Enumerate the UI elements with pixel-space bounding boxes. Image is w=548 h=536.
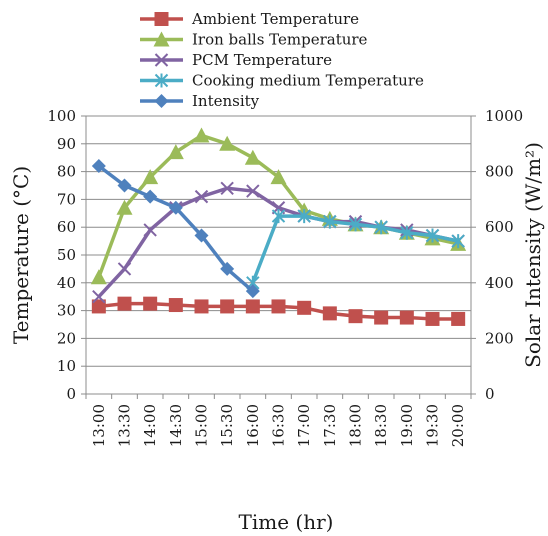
ambient-point xyxy=(322,306,337,321)
legend-label-intensity: Intensity xyxy=(192,92,260,110)
cooking-medium-point xyxy=(348,217,363,232)
left-tick-label: 40 xyxy=(57,274,76,292)
ambient-point xyxy=(399,310,414,325)
iron-balls-point xyxy=(116,199,133,215)
pcm-point xyxy=(117,262,132,276)
ambient-point xyxy=(220,299,235,314)
x-tick-label: 15:30 xyxy=(218,404,236,447)
y-axis-left-title: Temperature (°C) xyxy=(9,166,33,344)
x-tick-label: 14:30 xyxy=(167,404,185,447)
x-tick-label: 18:30 xyxy=(372,404,390,447)
legend-marker xyxy=(154,94,169,108)
left-tick-label: 20 xyxy=(57,329,76,347)
right-tick-label: 0 xyxy=(485,385,495,403)
ambient-point xyxy=(143,296,158,311)
iron-balls-point xyxy=(142,169,159,185)
right-tick-label: 800 xyxy=(485,163,514,181)
ambient-point xyxy=(245,299,260,314)
left-tick-label: 70 xyxy=(57,190,76,208)
ambient-point xyxy=(374,310,389,325)
intensity-point xyxy=(91,159,106,174)
left-tick-label: 10 xyxy=(57,357,76,375)
iron-balls-point xyxy=(167,144,184,160)
pcm-line xyxy=(97,186,459,298)
left-tick-label: 50 xyxy=(57,246,76,264)
legend-label-cooking-medium: Cooking medium Temperature xyxy=(192,72,424,90)
intensity-point xyxy=(245,284,260,299)
legend-marker xyxy=(154,73,169,88)
right-tick-label: 1000 xyxy=(485,107,523,125)
intensity-point xyxy=(143,189,158,204)
left-tick-label: 0 xyxy=(66,385,76,403)
x-tick-label: 17:00 xyxy=(295,404,313,447)
intensity-point xyxy=(168,200,183,215)
right-tick-label: 600 xyxy=(485,218,514,236)
y-axis-right-title: Solar Intensity (W/m²) xyxy=(521,142,545,368)
cooking-medium-point xyxy=(323,214,337,229)
legend-marker xyxy=(154,12,169,26)
iron-balls-point xyxy=(193,127,210,143)
left-tick-label: 90 xyxy=(57,135,76,153)
iron-balls-point xyxy=(270,169,287,185)
ambient-point xyxy=(91,299,106,314)
x-axis-title: Time (hr) xyxy=(239,510,334,534)
cooking-medium-point xyxy=(297,209,311,224)
ambient-point xyxy=(168,298,183,313)
intensity-point xyxy=(194,228,209,243)
pcm-point xyxy=(246,184,260,198)
series-layer xyxy=(90,127,467,326)
pcm-point xyxy=(92,289,106,304)
iron-balls-point xyxy=(90,269,107,285)
left-tick-label: 60 xyxy=(57,218,76,236)
ambient-point xyxy=(451,311,466,326)
cooking-medium-point xyxy=(374,220,388,235)
left-tick-label: 30 xyxy=(57,302,76,320)
ambient-point xyxy=(348,309,363,324)
iron-balls-point xyxy=(219,135,236,151)
x-tick-label: 18:00 xyxy=(347,404,365,447)
left-tick-label: 100 xyxy=(47,107,76,125)
legend-label-iron-balls: Iron balls Temperature xyxy=(192,31,368,49)
pcm-point xyxy=(143,223,157,237)
pcm-point xyxy=(194,189,209,204)
legend-label-pcm: PCM Temperature xyxy=(192,51,332,69)
right-tick-label: 400 xyxy=(485,274,514,292)
ambient-point xyxy=(297,300,312,315)
ambient-point xyxy=(194,299,209,314)
legend-marker xyxy=(153,31,170,47)
cooking-medium-point xyxy=(400,225,414,240)
iron-balls-point xyxy=(244,149,261,165)
x-tick-label: 17:30 xyxy=(321,404,339,447)
pcm-point xyxy=(220,181,234,195)
left-tick-label: 80 xyxy=(57,163,76,181)
cooking-medium-point xyxy=(451,234,465,249)
legend: Ambient Temperature Iron balls Temperatur… xyxy=(140,10,424,110)
x-tick-label: 16:30 xyxy=(270,404,288,447)
x-tick-label: 19:00 xyxy=(398,404,416,447)
ambient-point xyxy=(425,311,440,326)
cooking-medium-point xyxy=(425,228,440,243)
axes: 0102030405060708090100020040060080010001… xyxy=(47,107,523,447)
ambient-point xyxy=(117,296,132,311)
legend-label-ambient: Ambient Temperature xyxy=(191,10,359,28)
x-tick-label: 14:00 xyxy=(141,404,159,447)
ambient-point xyxy=(271,299,286,314)
intensity-point xyxy=(220,261,235,276)
x-tick-label: 16:00 xyxy=(244,404,262,447)
right-tick-label: 200 xyxy=(485,329,514,347)
x-tick-label: 15:00 xyxy=(193,404,211,447)
gridlines xyxy=(86,115,471,395)
cooking-medium-point xyxy=(271,209,286,224)
x-tick-label: 13:00 xyxy=(90,404,108,447)
x-tick-label: 19:30 xyxy=(424,404,442,447)
x-tick-label: 20:00 xyxy=(449,404,467,447)
x-tick-label: 13:30 xyxy=(116,404,134,447)
intensity-point xyxy=(117,178,132,193)
legend-marker xyxy=(154,53,169,67)
